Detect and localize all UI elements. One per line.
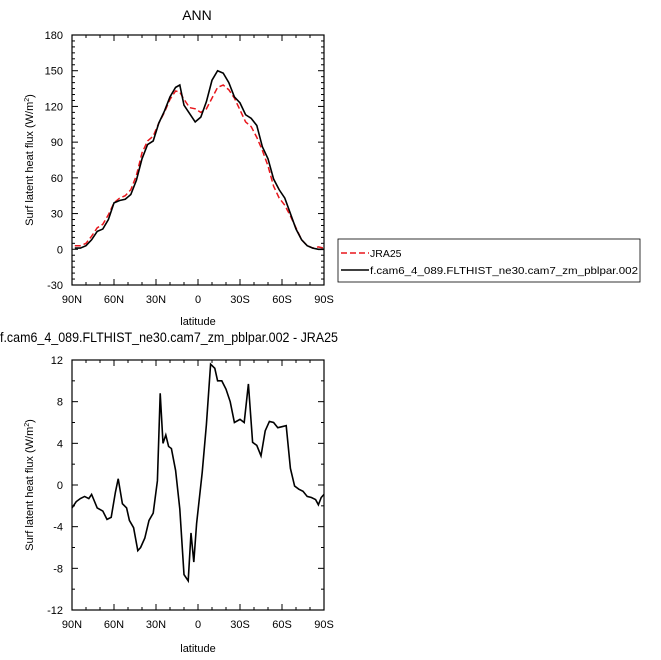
- top-x-tick-label: 0: [195, 294, 201, 306]
- bottom-x-tick-label: 90N: [62, 619, 82, 631]
- bottom-chart-title: f.cam6_4_089.FLTHIST_ne30.cam7_zm_pblpar…: [0, 329, 338, 345]
- series-jra25-line: [74, 84, 325, 249]
- top-x-tick-label: 30N: [146, 294, 166, 306]
- bottom-y-tick-label: 8: [57, 397, 63, 409]
- top-y-tick-label: 150: [45, 66, 63, 78]
- bottom-y-tick-label: -4: [53, 522, 63, 534]
- bottom-y-axis-title: Surf latent heat flux (W/m2): [24, 419, 36, 551]
- top-y-axis-title: Surf latent heat flux (W/m2): [24, 94, 36, 226]
- top-x-tick-label: 90S: [314, 294, 334, 306]
- series-model-line: [74, 69, 324, 251]
- top-y-tick-label: 0: [57, 244, 63, 256]
- top-y-tick-label: 120: [45, 101, 63, 113]
- bottom-x-tick-labels: 90N 60N 30N 0 30S 60S 90S: [62, 619, 334, 631]
- bottom-x-axis-title: latitude: [180, 643, 215, 655]
- bottom-x-tick-label: 90S: [314, 619, 334, 631]
- top-x-tick-labels: 90N 60N 30N 0 30S 60S 90S: [62, 294, 334, 306]
- top-y-tick-label: -30: [47, 280, 63, 292]
- top-x-tick-label: 60N: [104, 294, 124, 306]
- bottom-x-tick-label: 30N: [146, 619, 166, 631]
- bottom-plot-frame: [71, 359, 325, 611]
- bottom-y-axis-title-close: ): [24, 419, 36, 423]
- bottom-x-tick-label: 30S: [230, 619, 250, 631]
- top-x-tick-label: 90N: [62, 294, 82, 306]
- top-x-tick-label: 60S: [272, 294, 292, 306]
- bottom-x-tick-label: 60N: [104, 619, 124, 631]
- top-y-tick-label: 90: [51, 137, 63, 149]
- bottom-chart-panel: f.cam6_4_089.FLTHIST_ne30.cam7_zm_pblpar…: [0, 329, 338, 655]
- top-y-axis-title-close: ): [24, 94, 36, 98]
- top-chart-title: ANN: [182, 7, 212, 23]
- top-y-axis-title-main: Surf latent heat flux (W/m: [24, 102, 36, 226]
- bottom-y-axis-title-sup: 2: [24, 423, 31, 427]
- bottom-axis-ticks: [71, 359, 325, 611]
- bottom-y-tick-label: -8: [53, 563, 63, 575]
- top-y-axis-title-sup: 2: [24, 98, 31, 102]
- bottom-x-tick-label: 0: [195, 619, 201, 631]
- top-chart-panel: ANN -30 0 30 60 90 120 150 180 90N 60N 30N 0 30S 60S…: [24, 7, 641, 328]
- top-axis-ticks: [71, 34, 325, 286]
- legend-label-jra25: JRA25: [370, 248, 402, 260]
- top-series-group: [74, 69, 325, 251]
- series-difference-line: [71, 362, 325, 584]
- bottom-y-tick-labels: -12 -8 -4 0 4 8 12: [47, 355, 63, 617]
- top-x-tick-label: 30S: [230, 294, 250, 306]
- legend-box: [337, 238, 641, 283]
- top-y-tick-label: 30: [51, 209, 63, 221]
- legend: JRA25 f.cam6_4_089.FLTHIST_ne30.cam7_zm_…: [337, 238, 641, 283]
- bottom-y-tick-label: 0: [57, 480, 63, 492]
- top-y-tick-label: 60: [51, 173, 63, 185]
- bottom-y-tick-label: 4: [57, 438, 63, 450]
- top-y-tick-label: 180: [45, 30, 63, 42]
- bottom-x-tick-label: 60S: [272, 619, 292, 631]
- top-plot-frame: [71, 34, 325, 286]
- top-y-tick-labels: -30 0 30 60 90 120 150 180: [45, 30, 63, 292]
- bottom-y-tick-label: 12: [51, 355, 63, 367]
- bottom-series-group: [71, 362, 325, 584]
- bottom-y-axis-title-main: Surf latent heat flux (W/m: [24, 427, 36, 551]
- legend-label-model: f.cam6_4_089.FLTHIST_ne30.cam7_zm_pblpar…: [370, 265, 638, 277]
- bottom-y-tick-label: -12: [47, 605, 63, 617]
- top-x-axis-title: latitude: [180, 316, 215, 328]
